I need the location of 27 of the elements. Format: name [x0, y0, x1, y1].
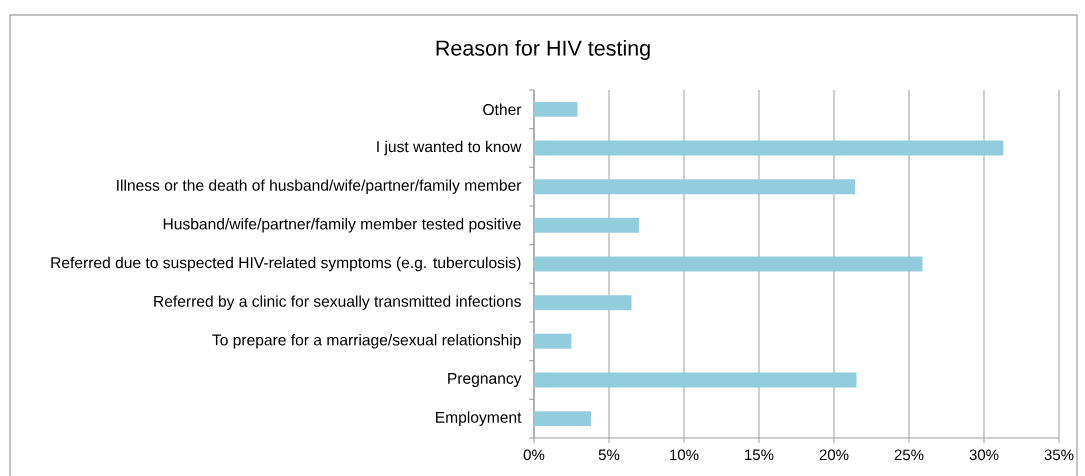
y-tick-label: Illness or the death of husband/wife/partner/family member: [117, 179, 522, 194]
x-tick-label: 0%: [523, 449, 545, 461]
y-tick-label: I just wanted to know: [377, 140, 522, 156]
bar: [534, 217, 639, 233]
y-tick-label: Other: [483, 103, 522, 116]
bar: [534, 411, 591, 427]
y-tick-label: Referred due to suspected HIV-related symptoms (e.g. tuberculosis): [51, 256, 521, 272]
x-tick-label: 10%: [670, 449, 699, 461]
chart-title: Reason for HIV testing: [436, 39, 650, 61]
x-tick-label: 35%: [1044, 449, 1074, 461]
bar: [534, 140, 1004, 156]
y-tick-label: Employment: [436, 411, 522, 426]
x-tick-label: 5%: [598, 449, 620, 461]
bar: [534, 295, 632, 311]
bar: [534, 372, 857, 388]
x-tick-label: 30%: [969, 449, 999, 461]
bar: [534, 101, 578, 117]
x-tick-label: 25%: [894, 449, 924, 461]
x-tick-label: 15%: [745, 449, 774, 461]
x-tick-label: 20%: [819, 449, 849, 461]
bar: [534, 179, 855, 195]
y-tick-label: To prepare for a marriage/sexual relationship: [212, 334, 521, 349]
bar: [534, 333, 572, 349]
bar: [534, 256, 923, 272]
y-tick-label: Referred by a clinic for sexually transmitted infections: [154, 295, 521, 310]
y-tick-label: Husband/wife/partner/family member tested positive: [163, 218, 521, 233]
y-tick-label: Pregnancy: [448, 373, 522, 387]
